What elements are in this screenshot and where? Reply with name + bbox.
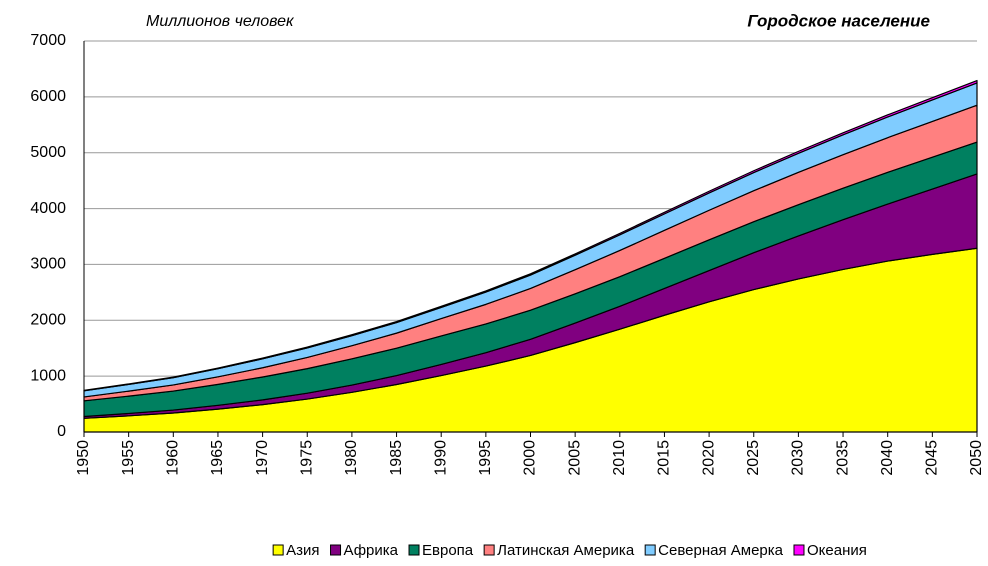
- y-tick-label: 7000: [30, 32, 66, 49]
- x-tick-label: 1980: [343, 440, 360, 476]
- legend-swatch: [330, 544, 342, 556]
- x-tick-label: 1995: [477, 440, 494, 476]
- x-tick-label: 2045: [924, 440, 941, 476]
- x-tick-label: 1985: [388, 440, 405, 476]
- legend-swatch: [483, 544, 495, 556]
- y-tick-label: 6000: [30, 88, 66, 105]
- x-tick-label: 2020: [700, 440, 717, 476]
- x-tick-label: 1970: [254, 440, 271, 476]
- x-tick-label: 2040: [879, 440, 896, 476]
- y-axis-label: Миллионов человек: [146, 13, 295, 30]
- legend-swatch: [644, 544, 656, 556]
- x-tick-label: 2050: [968, 440, 985, 476]
- legend-label: Азия: [286, 542, 319, 559]
- x-tick-label: 2030: [790, 440, 807, 476]
- x-tick-label: 1965: [209, 440, 226, 476]
- y-tick-label: 5000: [30, 144, 66, 161]
- x-tick-label: 1960: [165, 440, 182, 476]
- legend-swatch: [272, 544, 284, 556]
- legend-label: Океания: [807, 542, 867, 559]
- legend-label: Европа: [422, 542, 474, 559]
- x-tick-label: 1975: [298, 440, 315, 476]
- x-tick-label: 2015: [656, 440, 673, 476]
- y-tick-label: 3000: [30, 256, 66, 273]
- y-tick-label: 4000: [30, 200, 66, 217]
- area: [83, 79, 978, 392]
- x-tick-label: 2010: [611, 440, 628, 476]
- chart-title: Городское население: [747, 11, 930, 30]
- x-tick-label: 2035: [834, 440, 851, 476]
- legend-swatch: [793, 544, 805, 556]
- x-tick-label: 1950: [75, 440, 92, 476]
- y-tick-label: 1000: [30, 367, 66, 384]
- legend-swatch: [408, 544, 420, 556]
- legend-label: Латинская Америка: [497, 542, 635, 559]
- x-tick-label: 2025: [745, 440, 762, 476]
- x-tick-label: 2005: [566, 440, 583, 476]
- legend-label: Африка: [344, 542, 399, 559]
- y-tick-label: 2000: [30, 312, 66, 329]
- x-tick-label: 2000: [522, 440, 539, 476]
- legend-label: Северная Амерка: [658, 542, 783, 559]
- x-tick-label: 1955: [120, 440, 137, 476]
- x-tick-label: 1990: [432, 440, 449, 476]
- y-tick-label: 0: [57, 423, 66, 440]
